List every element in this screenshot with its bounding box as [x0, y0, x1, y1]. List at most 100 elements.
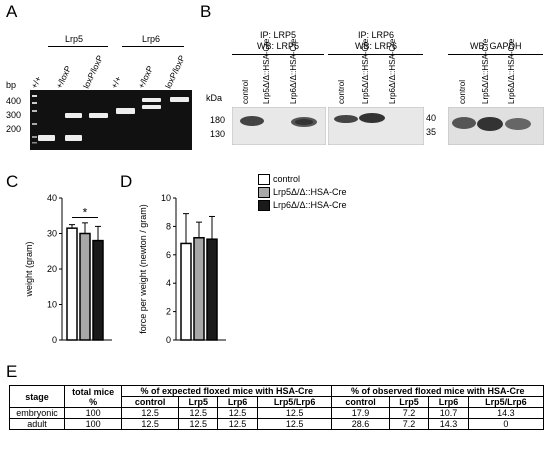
y-tick-label: 10 [47, 300, 57, 310]
results-table: stage total mice % % of expected floxed … [8, 385, 545, 430]
panel-letter-d: D [120, 172, 133, 191]
y-tick-label: 40 [47, 193, 57, 203]
lane-label: Lrp6Δ/Δ::HSA-Cre [388, 38, 397, 104]
gene-label-lrp6: Lrp6 [142, 34, 161, 44]
kda-tick: 40 [426, 113, 437, 123]
bp-label: bp [6, 80, 17, 90]
force-chart: 0 2 4 6 8 10 force per weight (newton / gram) [138, 193, 226, 345]
blot1-bracket [232, 54, 324, 55]
sub-header: Lrp6 [428, 396, 469, 408]
table-row: embryonic 100 12.5 12.5 12.5 12.5 17.9 7… [8, 407, 545, 419]
table-cell: 12.5 [178, 418, 219, 430]
col-header: % of observed floxed mice with HSA-Cre [331, 385, 544, 397]
table-cell: adult [8, 418, 66, 430]
gene-label-lrp5: Lrp5 [65, 34, 84, 44]
col-header: stage [8, 385, 66, 408]
y-tick-label: 20 [47, 264, 57, 274]
lane-label: control [241, 79, 250, 104]
legend: control Lrp5Δ/Δ::HSA-Cre Lrp6Δ/Δ::HSA-Cr… [258, 173, 347, 212]
kda-label: kDa [206, 93, 223, 103]
table-cell: 12.5 [217, 418, 258, 430]
table-cell: 17.9 [331, 407, 390, 419]
sub-header: control [331, 396, 390, 408]
table-cell: embryonic [8, 407, 66, 419]
panel-letter-b: B [200, 2, 212, 21]
kda-tick: 35 [426, 127, 437, 137]
lane-label: loxP/loxP [80, 53, 105, 90]
y-tick-label: 0 [166, 335, 171, 345]
table-cell: 7.2 [388, 418, 430, 430]
lane-label: Lrp5Δ/Δ::HSA-Cre [361, 38, 370, 104]
table-cell: 28.6 [331, 418, 390, 430]
lane-label: Lrp5Δ/Δ::HSA-Cre [262, 38, 271, 104]
kda-tick: 180 [210, 115, 226, 125]
y-tick-label: 6 [166, 250, 171, 260]
bp-tick: 300 [6, 110, 22, 120]
panel-letter-c: C [6, 172, 19, 191]
sub-header: Lrp5 [178, 396, 219, 408]
panel-letter-e: E [6, 362, 18, 381]
weight-chart: 0 10 20 30 40 weight (gram) * [24, 193, 112, 345]
lane-label: Lrp5Δ/Δ::HSA-Cre [481, 38, 490, 104]
western-blot-lrp5 [232, 107, 326, 145]
blot2-bracket [328, 54, 423, 55]
lane-label: control [458, 79, 467, 104]
western-blot-gapdh [448, 107, 544, 145]
table-cell: 12.5 [121, 418, 180, 430]
table-cell: 14.3 [428, 418, 469, 430]
legend-swatch [258, 200, 270, 212]
table-cell: 14.3 [467, 407, 545, 419]
table-cell: 12.5 [121, 407, 180, 419]
blot2-header: IP: LRP6 WB: LRP6 [354, 30, 397, 51]
table-cell: 12.5 [217, 407, 258, 419]
lane-label: +/loxP [135, 64, 156, 90]
table-row: control Lrp5 Lrp6 Lrp5/Lrp6 control Lrp5… [10, 396, 545, 408]
bar [66, 227, 78, 341]
bar [92, 239, 104, 341]
lrp6-bracket [122, 46, 184, 47]
table-row: stage total mice % % of expected floxed … [8, 385, 544, 408]
bar [206, 238, 218, 341]
table-cell: 12.5 [178, 407, 219, 419]
significance-star: * [83, 206, 88, 220]
lrp5-bracket [48, 46, 108, 47]
lane-label: Lrp6Δ/Δ::HSA-Cre [507, 38, 516, 104]
bp-tick: 200 [6, 124, 22, 134]
lane-label: +/loxP [53, 64, 74, 90]
table-cell: 10.7 [428, 407, 469, 419]
y-tick-label: 0 [52, 335, 57, 345]
bar [180, 242, 192, 341]
sub-header: Lrp5 [388, 396, 430, 408]
western-blot-lrp6 [328, 107, 424, 145]
blot1-header: IP: LRP5 WB: LRP5 [256, 30, 299, 51]
y-tick-label: 10 [161, 193, 171, 203]
blot3-bracket [448, 54, 543, 55]
lane-label: Lrp6Δ/Δ::HSA-Cre [289, 38, 298, 104]
table-cell: 100 [64, 407, 123, 419]
bar [193, 237, 205, 341]
col-header: total mice % [64, 385, 123, 408]
bar [79, 232, 91, 341]
table-cell: 100 [64, 418, 123, 430]
y-axis-label: weight (gram) [24, 241, 34, 297]
lane-label: +/+ [28, 74, 44, 90]
y-tick-label: 2 [166, 307, 171, 317]
sub-header: control [121, 396, 180, 408]
col-header: % of expected floxed mice with HSA-Cre [121, 385, 333, 397]
y-tick-label: 8 [166, 221, 171, 231]
table-row: adult 100 12.5 12.5 12.5 12.5 28.6 7.2 1… [8, 418, 545, 430]
panel-letter-a: A [6, 2, 18, 21]
sub-header: Lrp5/Lrp6 [256, 396, 333, 408]
sub-header: Lrp6 [217, 396, 258, 408]
y-axis-label: force per weight (newton / gram) [138, 204, 148, 334]
table-cell: 7.2 [388, 407, 430, 419]
lane-label: control [337, 79, 346, 104]
y-tick-label: 30 [47, 229, 57, 239]
bp-tick: 400 [6, 96, 22, 106]
lane-label: loxP/loxP [162, 53, 187, 90]
legend-item-control: control [258, 173, 347, 186]
blot3-header: WB: GAPDH [470, 41, 522, 51]
table-cell: 0 [467, 418, 545, 430]
legend-swatch [258, 187, 270, 199]
kda-tick: 130 [210, 129, 226, 139]
